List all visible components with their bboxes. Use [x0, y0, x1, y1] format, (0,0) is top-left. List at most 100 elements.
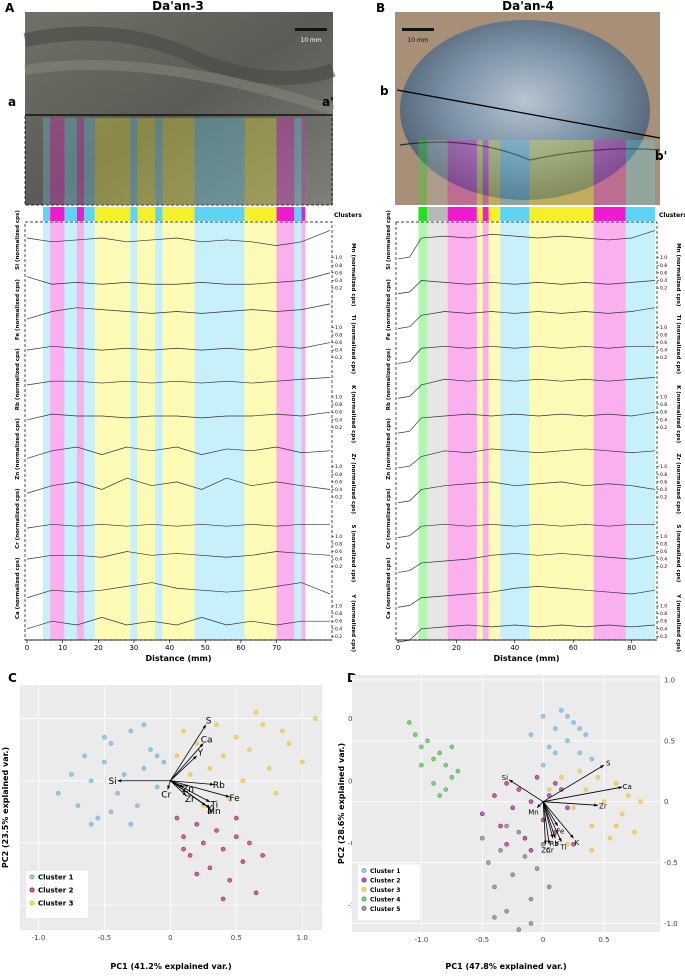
- trace-axis-label: Mn (normalized cps): [350, 243, 356, 307]
- photo-band: [64, 118, 77, 205]
- trace-tick-label: 0.2: [660, 634, 667, 640]
- legend: [358, 864, 420, 920]
- element-trace: [397, 586, 656, 608]
- loading-arrow: [170, 755, 197, 782]
- loading-label: Mn: [207, 807, 220, 817]
- cluster-band: [418, 222, 428, 640]
- cluster-band: [244, 222, 277, 640]
- score-point: [247, 840, 252, 846]
- arrow-head: [552, 834, 556, 839]
- loading-arrow: [542, 801, 559, 827]
- trace-tick-label: 0.8: [660, 263, 667, 269]
- x-tick-label: 60: [569, 644, 578, 652]
- element-trace: [26, 272, 331, 285]
- profile-label: b: [380, 84, 389, 98]
- x-axis-label: PC1 (41.2% explained var.): [110, 962, 231, 971]
- photo-band: [447, 140, 477, 205]
- score-point: [632, 829, 637, 835]
- score-point: [102, 734, 107, 740]
- score-point: [194, 821, 200, 827]
- photo-band: [244, 118, 277, 205]
- score-point: [253, 890, 259, 895]
- legend-label: Cluster 5: [370, 906, 400, 913]
- score-point: [516, 829, 522, 835]
- trace-axis-label: Cr (normalized cps): [15, 488, 21, 549]
- trace-tick-label: 0.8: [335, 472, 342, 478]
- trace-axis-label: Ca (normalized cps): [386, 557, 392, 619]
- cluster-bar-segment: [625, 207, 655, 221]
- arrow-head: [182, 792, 187, 796]
- cluster-bar-segment: [64, 207, 77, 221]
- score-point: [589, 756, 595, 762]
- cluster-bar-segment: [244, 207, 277, 221]
- element-trace: [26, 617, 330, 630]
- loading-label: Cr: [161, 790, 171, 800]
- x-tick-label: 40: [510, 644, 519, 652]
- trace-axis-label: Zn (normalized cps): [15, 418, 21, 480]
- score-point: [95, 815, 101, 821]
- trace-tick-label: 0.6: [660, 619, 667, 625]
- score-point: [589, 848, 595, 853]
- legend-marker: [29, 874, 35, 880]
- photo-band: [488, 140, 501, 205]
- trace-tick-label: 1.0: [660, 464, 667, 470]
- score-point: [522, 854, 528, 859]
- legend: [26, 871, 88, 918]
- score-point: [207, 809, 213, 815]
- photo-band: [593, 140, 626, 205]
- photo-band: [529, 140, 594, 205]
- element-trace: [26, 377, 331, 386]
- trace-axis-label: Y (normalized cps): [675, 593, 681, 652]
- photo-band: [194, 118, 245, 205]
- cluster-bar-segment: [162, 207, 195, 221]
- profile-label: b': [655, 149, 667, 163]
- scale-bar-label: 10 mm: [407, 37, 428, 44]
- cluster-band: [194, 222, 245, 640]
- score-point: [510, 872, 515, 878]
- score-point: [187, 772, 193, 777]
- trace-tick-label: 0.2: [335, 634, 342, 640]
- cluster-bar-segment: [84, 207, 95, 221]
- x-axis-label: PC1 (47.8% explained var.): [445, 962, 566, 971]
- trace-tick-label: 1.0: [335, 464, 342, 470]
- photo-band: [76, 118, 85, 205]
- photo-band: [500, 140, 530, 205]
- score-point: [102, 759, 107, 765]
- cluster-bar-segment: [301, 207, 306, 221]
- trace-tick-label: 0.8: [335, 402, 342, 408]
- y-tick-label: -1.0: [664, 920, 678, 928]
- profile-box: [24, 114, 333, 206]
- loading-arrow: [542, 801, 562, 843]
- loading-arrow: [170, 780, 214, 785]
- score-point: [528, 732, 534, 737]
- trace-tick-label: 0.4: [660, 557, 667, 563]
- score-point: [214, 722, 219, 728]
- cluster-band: [427, 222, 448, 640]
- photo-band: [94, 118, 131, 205]
- trace-tick-label: 1.0: [335, 255, 342, 261]
- score-point: [194, 741, 200, 746]
- element-trace: [26, 523, 330, 529]
- loading-label: Rb: [550, 840, 560, 848]
- score-point: [528, 896, 534, 902]
- score-point: [546, 787, 552, 792]
- trace-tick-label: 0.6: [335, 619, 342, 625]
- trace-axis-label: Rb (normalized cps): [15, 348, 21, 410]
- score-point: [286, 741, 292, 746]
- trace-axis-label: Rb (normalized cps): [386, 348, 392, 410]
- trace-tick-label: 0.8: [660, 541, 667, 547]
- strip-frame: [395, 221, 658, 641]
- arrow-head: [210, 782, 214, 786]
- scale-bar: [402, 28, 434, 31]
- loading-label: Rb: [213, 781, 225, 791]
- trace-tick-label: 0.8: [335, 263, 342, 269]
- photo-band: [162, 118, 195, 205]
- score-point: [479, 811, 485, 817]
- photo-band: [476, 140, 483, 205]
- strip-frame: [24, 221, 333, 641]
- element-trace: [26, 230, 331, 246]
- cluster-band: [294, 222, 302, 640]
- clusters-label: Clusters: [659, 212, 685, 219]
- trace-axis-label: K (normalized cps): [675, 385, 681, 444]
- panel-letter: C: [8, 671, 17, 685]
